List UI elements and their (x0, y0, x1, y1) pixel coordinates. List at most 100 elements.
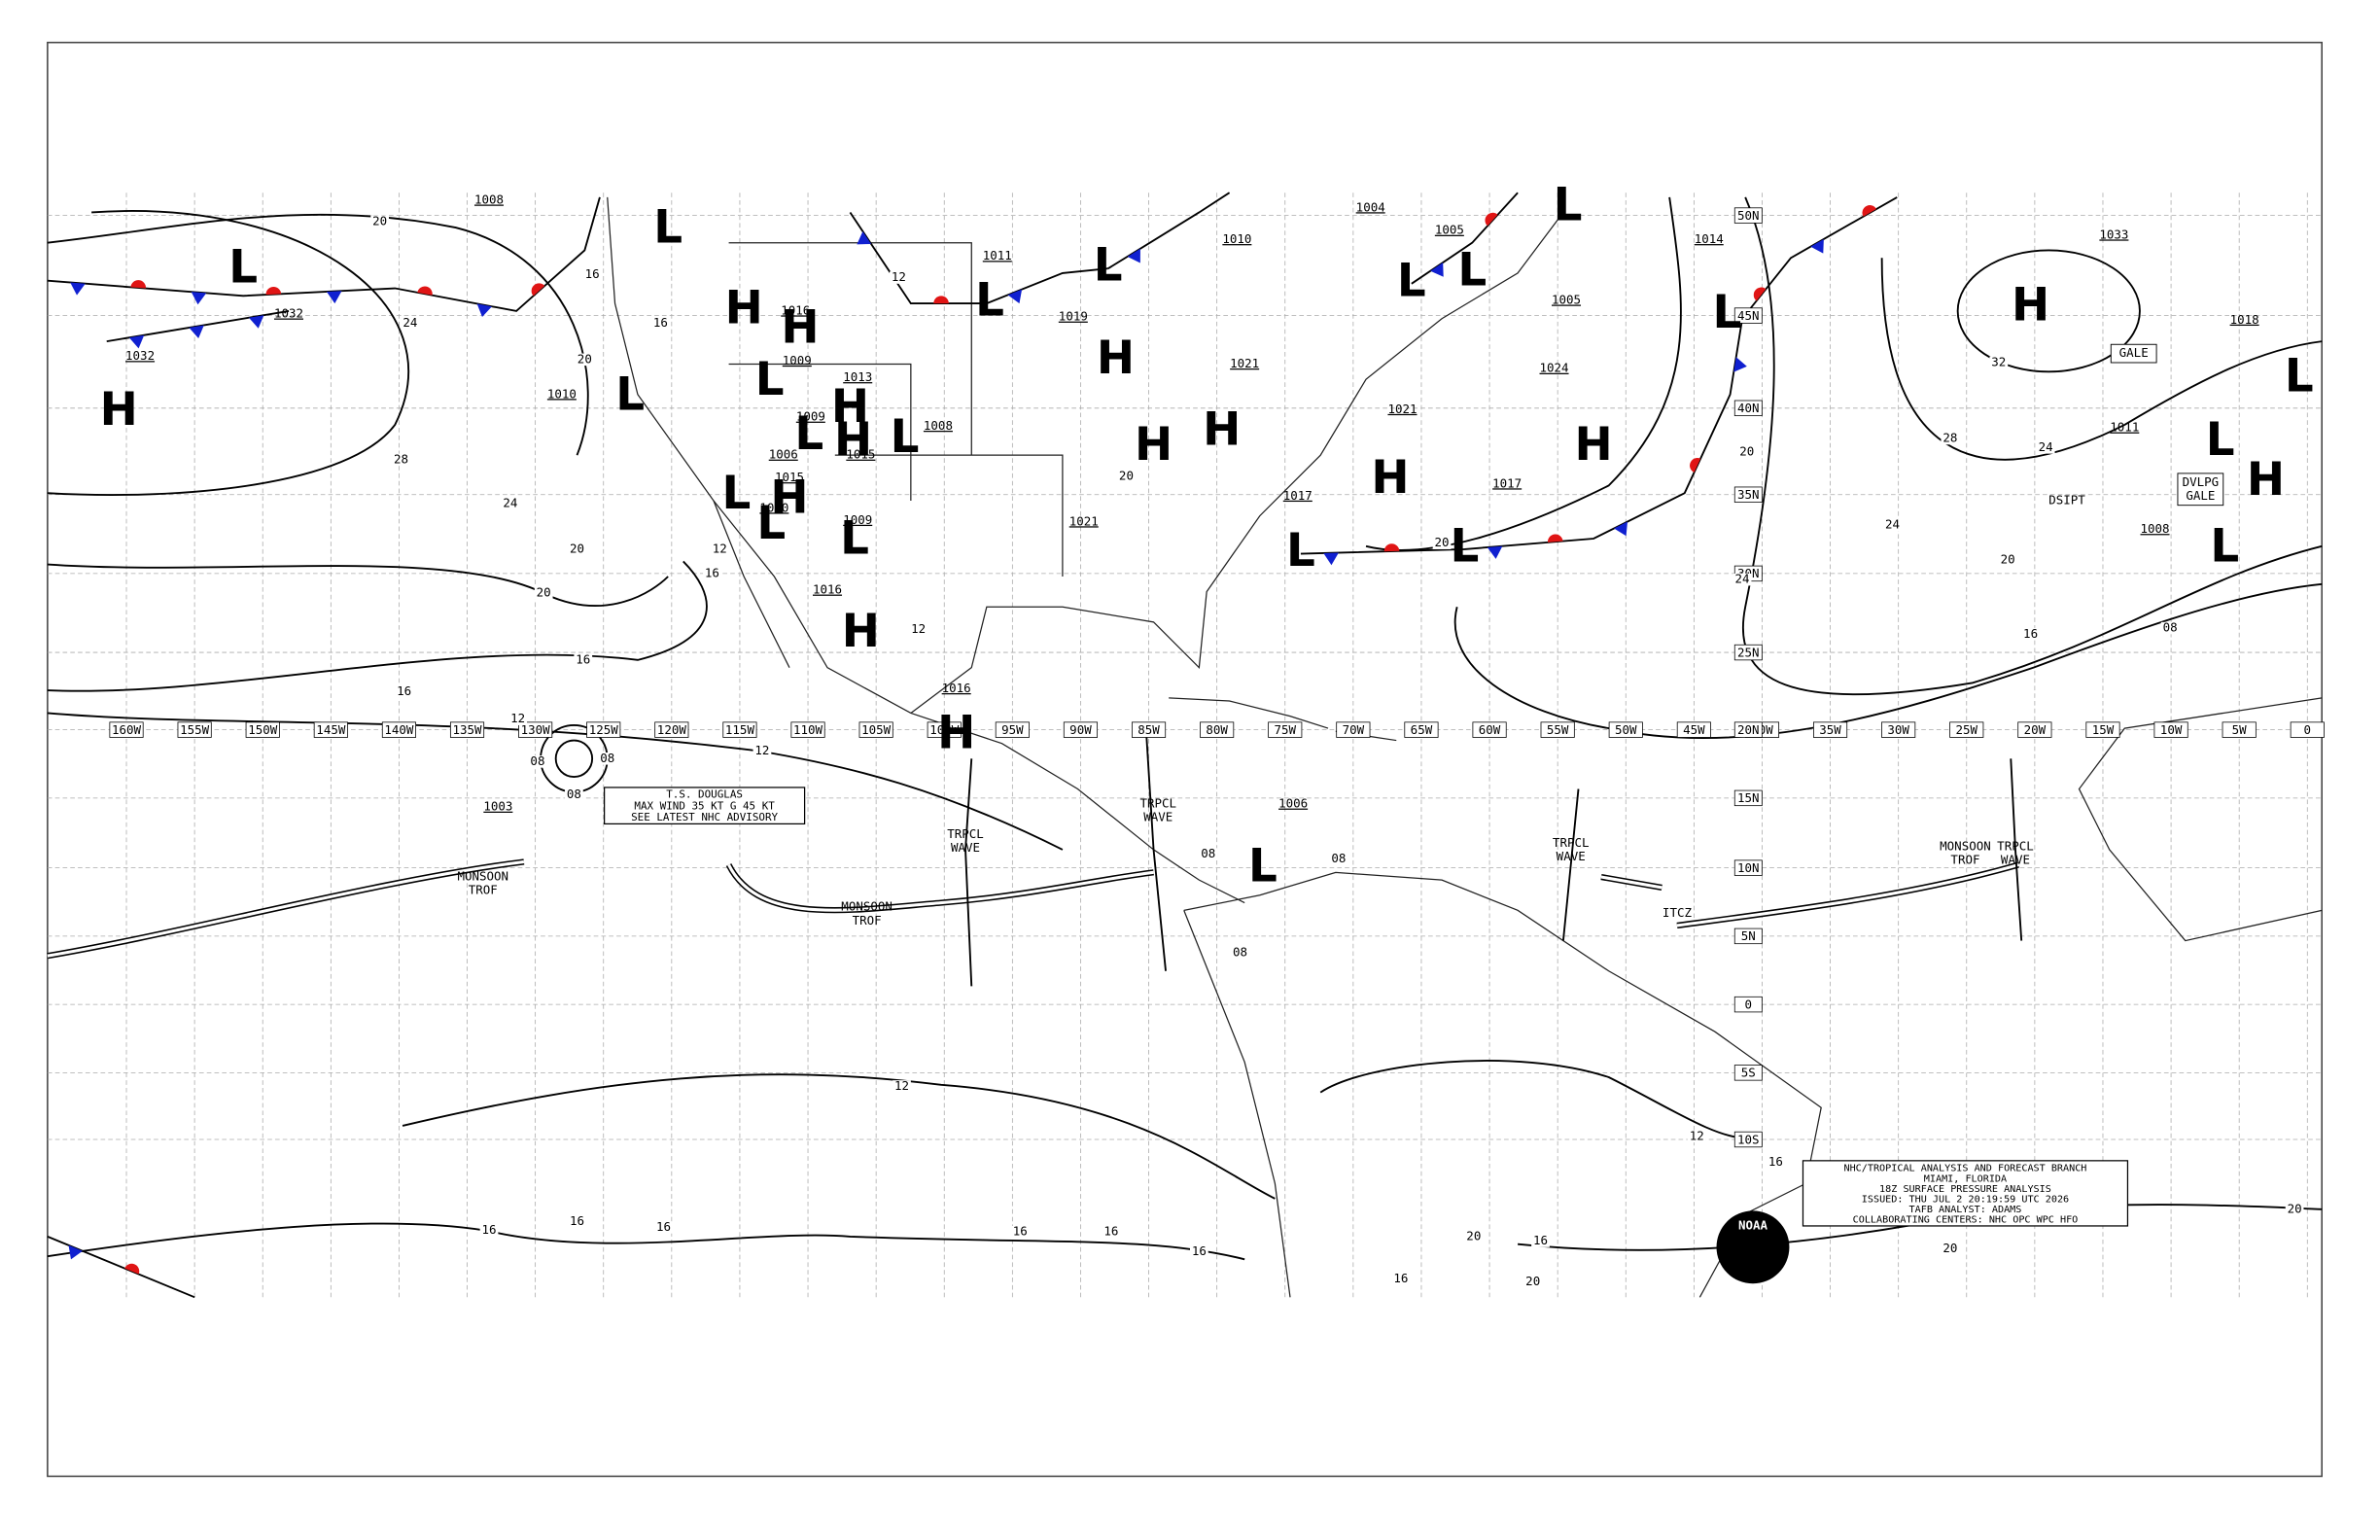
label-bg (1199, 848, 1218, 860)
label-bg (508, 713, 528, 725)
central-pressure: 1033 (2099, 227, 2128, 241)
feature-label: TROF (469, 883, 498, 897)
longitude-label: 75W (1274, 722, 1296, 737)
label-bg (1523, 1276, 1543, 1288)
pressure-label: 1017 (1492, 475, 1522, 490)
latitude-label: 5N (1741, 928, 1756, 943)
high-center: H (842, 606, 880, 658)
central-pressure: 1014 (1695, 231, 1724, 246)
feature-label: MONSOON (841, 899, 892, 914)
high-center: H (100, 384, 138, 437)
label-bg (479, 1224, 499, 1237)
isobar (47, 210, 409, 496)
cold-front-pip (68, 1244, 83, 1260)
label-bg (568, 1215, 586, 1228)
coastline (607, 196, 1245, 904)
isobar-label: 12 (1690, 1128, 1704, 1142)
label-bg (392, 453, 410, 467)
label-bg (501, 497, 520, 510)
latitude-label: 25N (1737, 645, 1760, 659)
low-center: L (891, 411, 920, 464)
isobar-label: 20 (570, 541, 584, 555)
isobar (402, 1073, 1276, 1200)
warm-front-pip (1383, 543, 1400, 552)
low-center: L (975, 275, 1004, 328)
label-bg (1998, 553, 2017, 567)
longitude-label: 160W (112, 722, 142, 737)
frame (47, 41, 2323, 1478)
isobar-label: 16 (397, 683, 411, 698)
label-box (1733, 928, 1763, 945)
central-pressure: 1008 (2141, 521, 2170, 536)
warm-front-pip (417, 286, 433, 296)
cold-front-pip (1323, 552, 1339, 566)
longitude-label: 130W (521, 722, 551, 737)
label-box (245, 721, 280, 738)
longitude-label: 115W (725, 722, 755, 737)
label-bg (1989, 356, 2009, 369)
front (1300, 196, 1898, 555)
cold-front-pip (326, 291, 342, 304)
central-pressure: 1009 (796, 409, 825, 424)
low-center: L (1094, 240, 1123, 293)
longitude-label: 110W (793, 722, 823, 737)
warm-front-pip (1753, 287, 1767, 301)
isobar-label: 16 (481, 1222, 496, 1237)
isobar-label: 12 (713, 541, 727, 555)
central-pressure: 1019 (1059, 309, 1088, 324)
longitude-label: 10W (2160, 722, 2183, 737)
label-box (2085, 721, 2120, 738)
label-bg (1231, 946, 1249, 960)
label-bg (1391, 1273, 1411, 1285)
latitude-label: 20N (1737, 722, 1760, 737)
low-center: L (1397, 255, 1426, 307)
label-bg (568, 542, 586, 556)
central-pressure: 1004 (1356, 199, 1385, 214)
low-center: L (1457, 244, 1487, 297)
logo-text: NOAA (1738, 1217, 1768, 1232)
feature-label: TRPCL (1139, 796, 1176, 811)
label-bg (1010, 1225, 1030, 1239)
label-box (518, 721, 553, 738)
itcz (1600, 863, 2019, 928)
advisory-line: MAX WIND 35 KT G 45 KT (634, 799, 775, 812)
low-center: L (2206, 414, 2235, 467)
high-center: H (770, 472, 808, 524)
front (106, 309, 290, 343)
monsoon-trough (727, 863, 1154, 912)
label-box (1336, 721, 1371, 738)
front (1107, 192, 1231, 270)
low-center: L (2285, 351, 2314, 403)
troughs (47, 728, 2023, 987)
high-center: H (831, 381, 869, 434)
cold-front-pip (1487, 545, 1503, 559)
high-center: H (834, 414, 872, 467)
longitude-label: 45W (1683, 722, 1705, 737)
isobar-label: 16 (1768, 1154, 1783, 1169)
feature-label: TRPCL (1553, 835, 1590, 850)
label-bg (2160, 621, 2180, 635)
longitude-label: 35W (1819, 722, 1841, 737)
label-box (1733, 996, 1763, 1013)
feature-label: WAVE (951, 840, 980, 855)
high-center: H (1135, 419, 1172, 472)
label-bg (892, 1080, 911, 1093)
longitude-label: 65W (1411, 722, 1433, 737)
longitude-label: 120W (657, 722, 687, 737)
isobar-label: 16 (576, 651, 590, 666)
isobar-label: 24 (1735, 572, 1750, 586)
isobar-label: 16 (1013, 1224, 1028, 1239)
high-center: H (781, 302, 819, 355)
longitude-label: 80W (1206, 722, 1228, 737)
central-pressure: 1011 (2110, 420, 2139, 435)
central-pressure: 1016 (781, 302, 810, 317)
isobar-label: 12 (894, 1078, 909, 1093)
isobar (47, 560, 708, 692)
isobar (1319, 1060, 1746, 1139)
label-bg (703, 567, 721, 580)
label-bg (1464, 1230, 1484, 1243)
label-box (586, 721, 621, 738)
label-box (1131, 721, 1167, 738)
title-line: COLLABORATING CENTERS: NHC OPC WPC HFO (1853, 1215, 2079, 1226)
